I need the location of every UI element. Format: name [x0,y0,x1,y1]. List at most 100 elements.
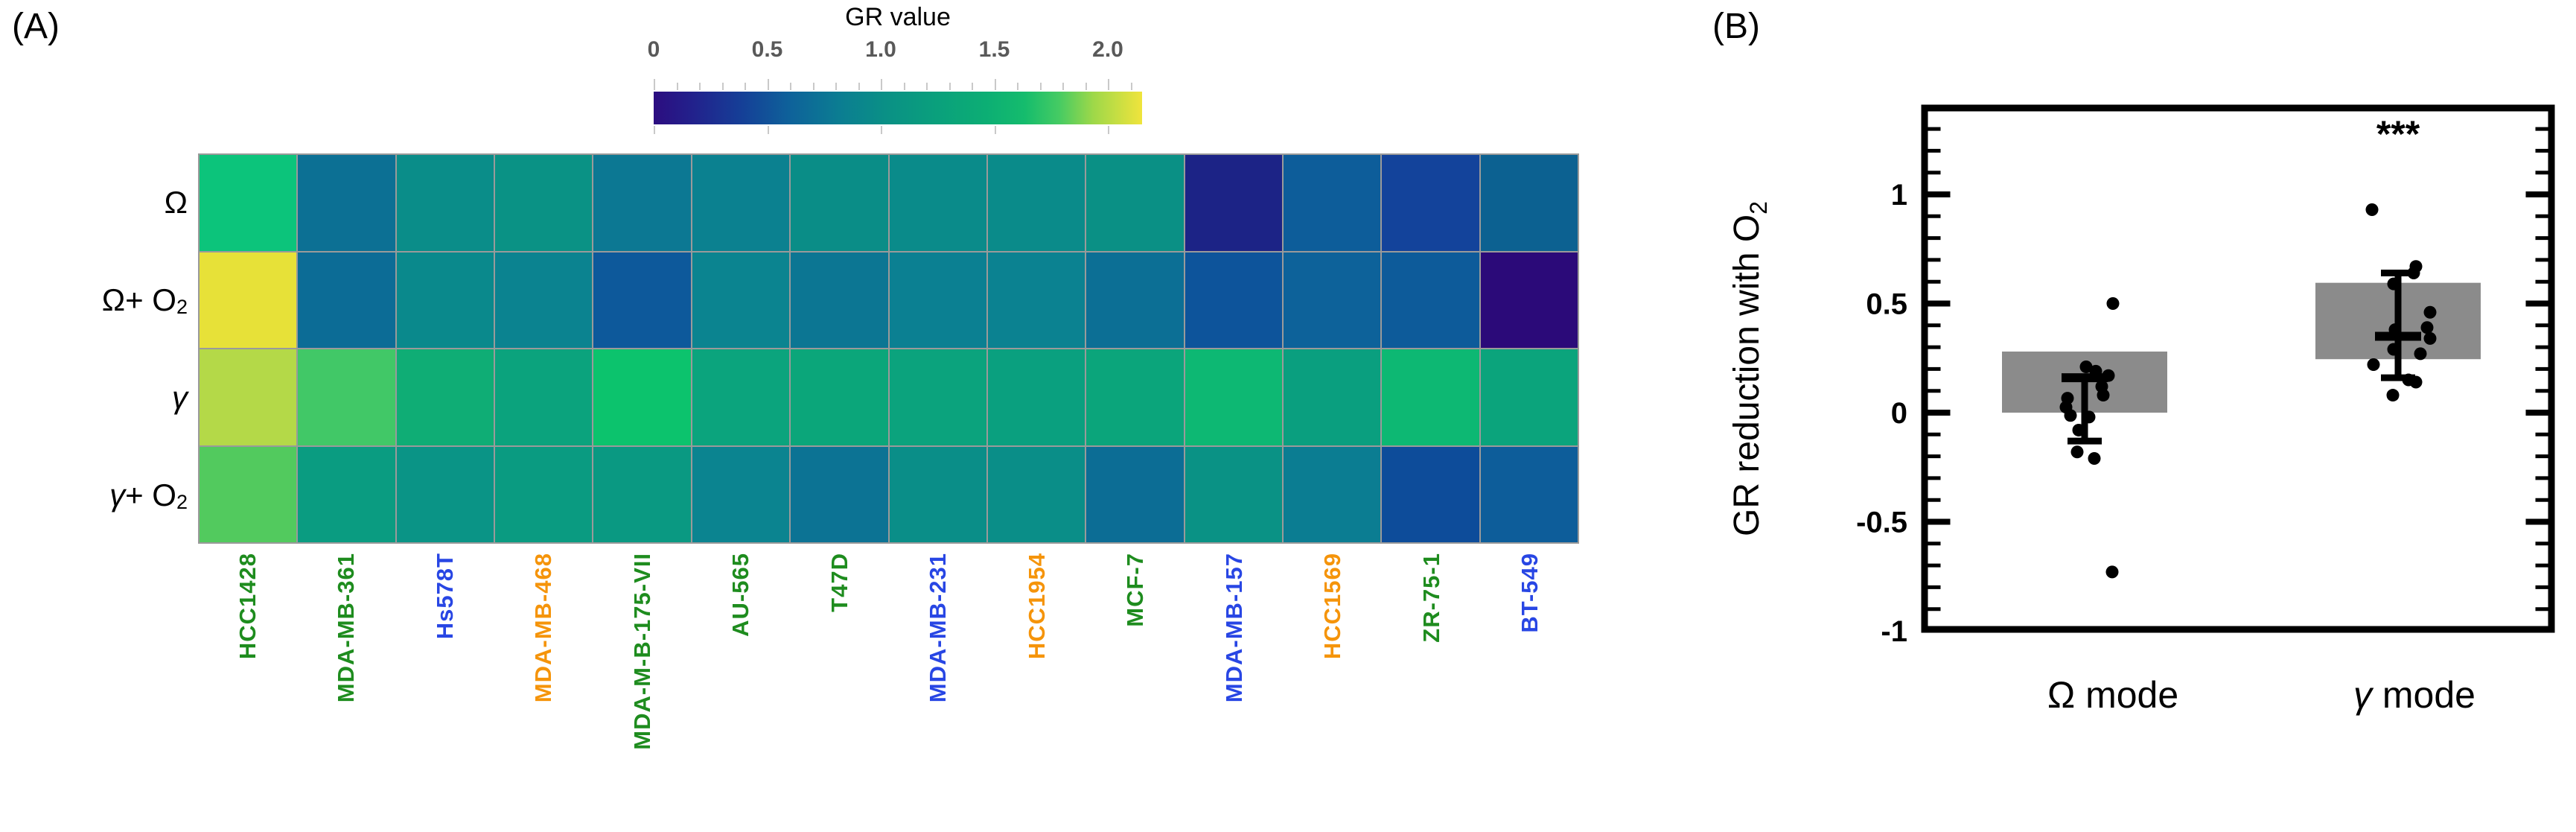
data-point [2072,423,2085,436]
colorbar-tick [972,83,973,90]
colorbar-tick-label: 0.5 [751,37,783,62]
heatmap-column-label-t47d: T47D [826,553,852,612]
heatmap-cell-r2-c2 [298,252,395,348]
heatmap-cell-r2-c12 [1283,252,1381,348]
colorbar-tick [835,83,837,90]
heatmap-cell-r2-c14 [1480,252,1578,348]
significance-stars: *** [2376,113,2420,155]
heatmap-row-label: γ [172,379,188,415]
heatmap-column-label-mda-mb-157: MDA-MB-157 [1220,553,1247,703]
heatmap-column-label-hs578t: Hs578T [431,553,458,640]
heatmap-cell-r4-c6 [692,446,790,542]
heatmap-cell-r1-c13 [1382,155,1479,251]
colorbar-tick [654,126,655,134]
data-point [2387,343,2400,356]
data-point [2089,364,2102,378]
heatmap-cell-r3-c2 [298,349,395,445]
data-point [2423,331,2437,345]
data-point [2088,452,2101,466]
heatmap-cell-r4-c13 [1382,446,1479,542]
heatmap-cell-r4-c9 [987,446,1085,542]
data-point [2097,389,2110,402]
colorbar-tick [926,83,928,90]
heatmap-cell-r2-c13 [1382,252,1479,348]
colorbar-tick [881,79,882,90]
heatmap-cell-r4-c1 [200,446,297,542]
data-point [2387,277,2400,290]
colorbar-tick [790,83,791,90]
heatmap-cell-r3-c9 [987,349,1085,445]
colorbar-tick [1085,83,1087,90]
heatmap-cell-r2-c6 [692,252,790,348]
data-point [2070,445,2084,459]
heatmap-cell-r4-c2 [298,446,395,542]
colorbar-tick [1017,83,1018,90]
heatmap-cell-r3-c5 [593,349,691,445]
heatmap-cell-r4-c11 [1185,446,1282,542]
heatmap-cell-r4-c4 [495,446,593,542]
heatmap-column-label-hcc1569: HCC1569 [1319,553,1345,660]
heatmap-cell-r2-c5 [593,252,691,348]
y-tick-label: -1 [1881,615,1907,648]
heatmap-column-label-hcc1954: HCC1954 [1023,553,1050,660]
heatmap-cell-r3-c8 [889,349,986,445]
heatmap-column-label-au-565: AU-565 [727,553,753,637]
colorbar-tick-label: 2.0 [1092,37,1123,62]
heatmap-cell-r3-c14 [1480,349,1578,445]
colorbar-tick [949,83,951,90]
colorbar-tick [767,79,769,90]
heatmap-cell-r1-c12 [1283,155,1381,251]
heatmap-cell-r2-c1 [200,252,297,348]
heatmap-column-label-mda-mb-231: MDA-MB-231 [925,553,951,703]
heatmap-cell-r3-c4 [495,349,593,445]
heatmap-cell-r3-c13 [1382,349,1479,445]
colorbar-tick [812,83,814,90]
y-tick-label: 0 [1891,397,1907,430]
data-point [2388,323,2402,337]
heatmap-cell-r2-c10 [1086,252,1184,348]
heatmap-cell-r4-c12 [1283,446,1381,542]
heatmap-cell-r2-c8 [889,252,986,348]
panel-b-label: (B) [1712,7,1760,46]
heatmap-cell-r1-c9 [987,155,1085,251]
data-point [2064,409,2077,422]
data-point [2365,203,2379,217]
heatmap-cell-r3-c6 [692,349,790,445]
colorbar-tick [1108,79,1109,90]
heatmap-cell-r1-c10 [1086,155,1184,251]
colorbar-tick-label: 1.0 [865,37,896,62]
colorbar-tick [1130,83,1132,90]
heatmap-cell-r3-c11 [1185,349,1282,445]
colorbar-tick-label: 0 [647,37,660,62]
colorbar-tick [767,126,769,134]
x-group-label: γ mode [2353,674,2475,716]
data-point [2106,297,2120,310]
heatmap-cell-r3-c7 [791,349,888,445]
colorbar-tick [676,83,678,90]
data-point [2367,358,2380,372]
data-point [2414,347,2427,361]
data-point [2105,565,2119,579]
plot-frame [1921,104,2555,633]
y-tick-label: -0.5 [1856,506,1907,539]
heatmap-column-label-bt-549: BT-549 [1517,553,1543,633]
colorbar-tick [1062,83,1064,90]
y-tick-label: 0.5 [1866,288,1907,321]
heatmap-cell-r4-c8 [889,446,986,542]
data-point [2386,389,2400,402]
colorbar-tick [858,83,860,90]
y-tick-label: 1 [1891,179,1907,212]
colorbar-tick [745,83,746,90]
heatmap-cell-r1-c7 [791,155,888,251]
data-point [2102,369,2115,382]
heatmap-cell-r1-c8 [889,155,986,251]
colorbar-title: GR value [845,3,951,31]
heatmap-cell-r4-c5 [593,446,691,542]
heatmap [198,153,1579,544]
heatmap-cell-r2-c3 [396,252,494,348]
data-point [2407,266,2420,279]
heatmap-column-label-zr-75-1: ZR-75-1 [1418,553,1444,643]
heatmap-column-label-hcc1428: HCC1428 [234,553,261,660]
